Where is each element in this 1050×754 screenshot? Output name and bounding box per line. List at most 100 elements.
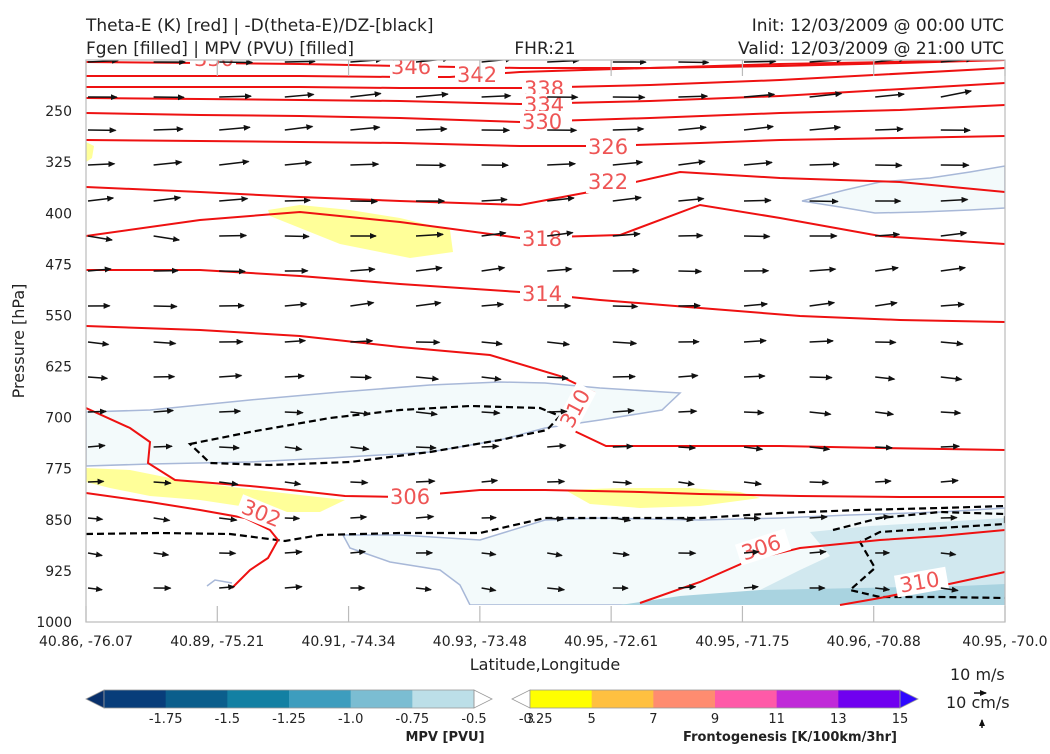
wind-vector [547, 481, 564, 482]
wind-vector [350, 517, 366, 518]
wind-vector [1006, 233, 1033, 236]
wind-vector [1006, 198, 1034, 201]
colorbar-tick-label: -1.25 [272, 712, 306, 727]
x-tick-label: 40.95, -72.61 [564, 634, 658, 650]
mpv-colorbar: -1.75-1.5-1.25-1.0-0.75-0.5-0.25 [86, 690, 552, 727]
below-ground-mask [86, 605, 1005, 622]
wind-vector [941, 446, 959, 447]
wind-vector [678, 411, 696, 412]
colorbar-tick-label: 15 [892, 712, 909, 727]
x-tick-label: 40.95, -71.75 [695, 634, 789, 650]
colorbar-tick-label: -0.5 [461, 712, 486, 727]
colorbar-tick-label: -1.0 [338, 712, 363, 727]
wind-ref-u-label: 10 m/s [950, 665, 1005, 684]
title-line-2: Fgen [filled] | MPV (PVU) [filled] [86, 39, 354, 59]
colorbar-segment [715, 690, 777, 708]
wind-vector [744, 412, 764, 413]
colorbar-segment [227, 690, 289, 708]
contour-label-342: 342 [457, 63, 497, 87]
wind-vector [1006, 446, 1026, 447]
wind-vector [285, 518, 299, 519]
wind-vector [1006, 269, 1032, 271]
colorbar-tick-label: 13 [830, 712, 847, 727]
plot-area: 330 346 342 338 334 330 326 322 318 314 … [86, 47, 1039, 622]
wind-vector [285, 412, 303, 413]
colorbar-tick-label: 7 [649, 712, 657, 727]
init-time: Init: 12/03/2009 @ 00:00 UTC [752, 16, 1004, 36]
wind-vector [219, 447, 239, 448]
contour-label-322: 322 [588, 170, 628, 194]
y-tick-label: 925 [45, 564, 72, 580]
wind-vector [88, 411, 106, 412]
wind-vector [744, 376, 765, 377]
colorbar-segment [104, 690, 166, 708]
x-tick-label: 40.86, -76.07 [39, 634, 133, 650]
colorbar-extend-right [474, 690, 492, 708]
x-tick-label: 40.95, -70.0 [962, 634, 1047, 650]
wind-ref-w-label: 10 cm/s [946, 693, 1010, 712]
colorbar-extend-left [512, 690, 530, 708]
wind-vector [613, 446, 633, 447]
wind-vector [285, 61, 315, 62]
wind-vector [482, 446, 499, 447]
wind-vector [154, 129, 183, 130]
wind-vector [350, 164, 378, 165]
colorbar-tick-label: 3 [526, 712, 534, 727]
fgen-colorbar-title: Frontogenesis [K/100km/3hr] [683, 730, 897, 745]
wind-vector [1006, 518, 1023, 519]
wind-vector [1006, 164, 1035, 165]
wind-vector [678, 447, 695, 448]
colorbar-tick-label: -0.75 [396, 712, 430, 727]
y-tick-label: 1000 [36, 615, 72, 631]
forecast-hour: FHR:21 [514, 39, 575, 59]
contour-label-326: 326 [588, 135, 628, 159]
colorbar-tick-label: -1.75 [149, 712, 183, 727]
colorbar-segment [166, 690, 228, 708]
x-axis-label: Latitude,Longitude [470, 655, 621, 674]
wind-vector [744, 200, 771, 201]
wind-vector [1006, 91, 1038, 97]
wind-vector [1006, 377, 1028, 378]
colorbar-extend-right [900, 690, 918, 708]
colorbar-segment [289, 690, 351, 708]
wind-vector [875, 481, 891, 482]
wind-vector [547, 411, 567, 412]
wind-vector [285, 200, 310, 201]
y-tick-label: 250 [45, 104, 72, 120]
wind-vector [285, 376, 304, 377]
contour-label-306: 306 [390, 485, 430, 509]
colorbar-segment [592, 690, 654, 708]
colorbar-extend-left [86, 690, 104, 708]
colorbar-tick-label: 11 [768, 712, 785, 727]
wind-vector [875, 129, 903, 130]
wind-vector [678, 96, 707, 97]
wind-vector [416, 129, 447, 130]
valid-time: Valid: 12/03/2009 @ 21:00 UTC [738, 39, 1004, 59]
x-tick-label: 40.89, -75.21 [170, 634, 264, 650]
wind-vector [154, 446, 172, 447]
colorbar-segment [653, 690, 715, 708]
y-tick-label: 400 [45, 206, 72, 222]
wind-vector [350, 482, 367, 483]
wind-vector [219, 411, 240, 412]
wind-vector [1006, 61, 1039, 62]
wind-vector [1006, 553, 1022, 555]
y-tick-label: 550 [45, 308, 72, 324]
title-line-1: Theta-E (K) [red] | -D(theta-E)/DZ-[blac… [85, 16, 434, 36]
y-tick-label: 325 [45, 155, 72, 171]
y-tick-label: 475 [45, 257, 72, 273]
wind-vector [810, 482, 829, 483]
y-tick-label: 850 [45, 513, 72, 529]
wind-vector [88, 481, 104, 482]
wind-vector [416, 481, 435, 482]
colorbar-segment [838, 690, 900, 708]
wind-vector [350, 377, 371, 378]
wind-vector [416, 447, 436, 448]
colorbar-tick-label: -0.25 [519, 712, 553, 727]
contour-label-314: 314 [522, 282, 562, 306]
wind-vector [219, 235, 246, 236]
y-tick-label: 775 [45, 462, 72, 478]
colorbar-segment [777, 690, 839, 708]
colorbar-segment [351, 690, 413, 708]
